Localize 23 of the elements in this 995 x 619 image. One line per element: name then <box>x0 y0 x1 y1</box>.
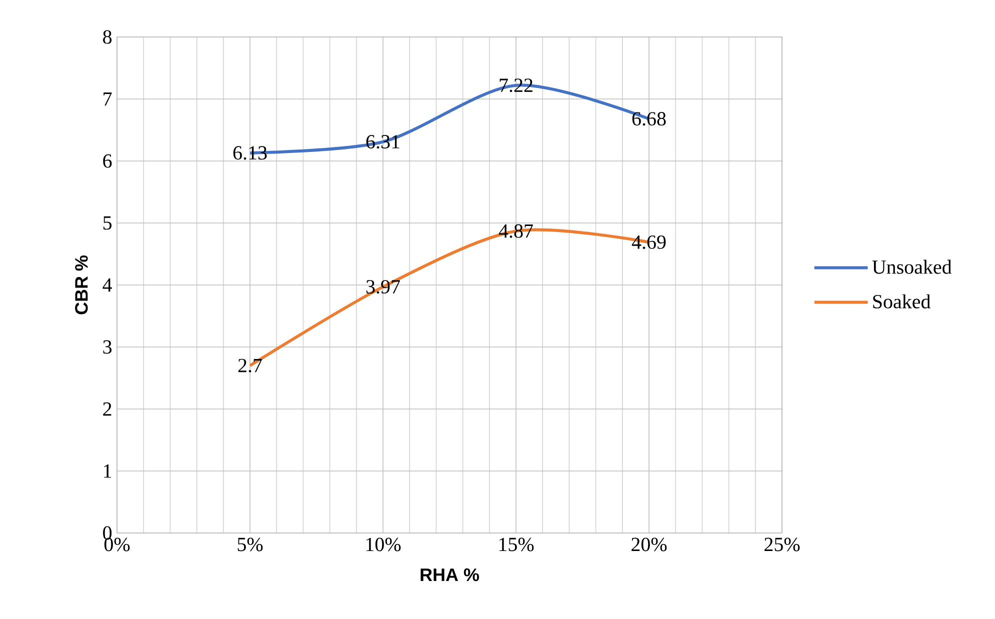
x-tick-label: 20% <box>632 538 667 552</box>
y-tick-label: 8 <box>103 30 112 44</box>
y-tick-label: 2 <box>103 402 112 416</box>
x-tick-label: 15% <box>499 538 534 552</box>
legend-label: Soaked <box>873 294 930 308</box>
y-tick-label: 6 <box>103 154 112 168</box>
y-tick-label: 1 <box>104 464 112 478</box>
x-tick-label: 10% <box>366 538 401 552</box>
y-tick-label: 5 <box>103 216 112 230</box>
y-tick-label: 4 <box>102 278 112 292</box>
data-label: 4.69 <box>632 235 666 249</box>
y-axis-title: CBR % <box>75 255 88 314</box>
x-tick-label: 0% <box>104 538 130 552</box>
x-tick-label: 5% <box>238 538 263 552</box>
legend-label: Unsoaked <box>872 260 952 274</box>
data-label: 6.13 <box>233 146 267 160</box>
x-tick-label: 25% <box>764 538 800 552</box>
y-tick-label: 3 <box>103 340 112 354</box>
data-label: 6.68 <box>632 112 666 126</box>
y-tick-label: 7 <box>104 92 112 106</box>
data-label: 2.7 <box>238 358 262 372</box>
x-axis-title: RHA % <box>420 568 480 582</box>
y-tick-label: 0 <box>103 526 112 540</box>
